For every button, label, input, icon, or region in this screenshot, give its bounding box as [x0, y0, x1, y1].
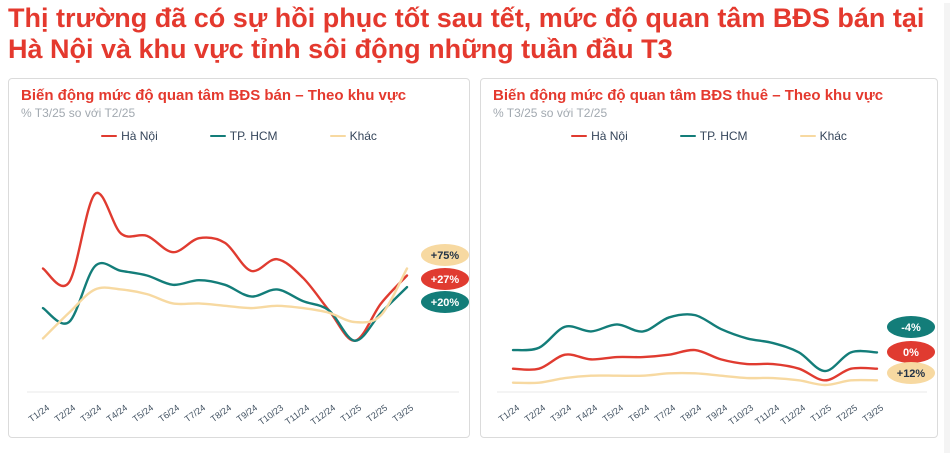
x-tick-label: T2/25: [365, 402, 389, 424]
value-badge-label: +20%: [431, 297, 460, 309]
x-tick-label: T6/24: [627, 402, 651, 424]
chart-card-ban: Biến động mức độ quan tâm BĐS bán – Theo…: [8, 77, 470, 438]
x-tick-label: T8/24: [679, 402, 703, 424]
x-tick-label: T11/24: [753, 402, 781, 426]
x-tick-label: T5/24: [601, 402, 625, 424]
legend-ban: Hà Nội TP. HCM Khác: [9, 129, 469, 143]
x-tick-label: T1/24: [27, 402, 51, 424]
line-series-h-n-i: [41, 191, 409, 342]
line-series-h-n-i: [511, 348, 879, 382]
x-tick-label: T5/24: [131, 402, 155, 424]
legend-label-hcm: TP. HCM: [699, 128, 748, 143]
line-series-tp-hcm: [41, 261, 409, 342]
value-badge-label: -4%: [901, 322, 921, 334]
page-title: Thị trường đã có sự hồi phục tốt sau tết…: [8, 3, 925, 64]
legend-swatch-hanoi: [101, 134, 118, 137]
legend-swatch-hcm: [679, 134, 696, 137]
x-tick-label: T3/24: [549, 402, 573, 424]
value-badge: +12%: [887, 361, 935, 384]
value-badge-label: 0%: [903, 347, 919, 359]
x-tick-label: T2/25: [835, 402, 859, 424]
x-tick-label: T2/24: [523, 402, 547, 424]
x-tick-label: T2/24: [53, 402, 77, 424]
x-tick-label: T4/24: [575, 402, 599, 424]
chart-subtitle-ban: % T3/25 so với T2/25: [21, 105, 136, 120]
x-tick-label: T6/24: [157, 402, 181, 424]
value-badge-label: +12%: [897, 368, 926, 380]
line-series-kh-c: [41, 266, 409, 340]
x-tick-label: T10/23: [727, 402, 756, 427]
x-tick-label: T3/25: [861, 402, 885, 424]
chart-title-ban: Biến động mức độ quan tâm BĐS bán – Theo…: [21, 86, 407, 104]
value-badge: +75%: [421, 243, 469, 266]
line-series-kh-c: [511, 371, 879, 386]
x-tick-label: T12/24: [779, 402, 808, 427]
line-series-tp-hcm: [511, 312, 879, 372]
page-edge-strip: [944, 3, 950, 453]
x-tick-label: T7/24: [653, 402, 677, 424]
legend-label-khac: Khác: [819, 128, 847, 143]
line-chart-thue: T1/24 T2/24 T3/24 T4/24 T5/24 T6/24 T7/24 T8/24…: [497, 312, 935, 427]
legend-item-hcm: TP. HCM: [679, 128, 748, 143]
legend-item-hanoi: Hà Nội: [101, 129, 158, 143]
value-badge-label: +27%: [431, 274, 460, 286]
x-tick-label: T9/24: [705, 402, 729, 424]
legend-thue: Hà Nội TP. HCM Khác: [481, 129, 937, 143]
legend-item-khac: Khác: [329, 128, 377, 143]
x-tick-label: T8/24: [209, 402, 233, 424]
chart-subtitle-thue: % T3/25 so với T2/25: [493, 105, 608, 120]
legend-label-khac: Khác: [349, 128, 377, 143]
value-badge: +27%: [421, 267, 469, 290]
legend-item-khac: Khác: [799, 128, 847, 143]
legend-label-hcm: TP. HCM: [229, 128, 278, 143]
value-badge-label: +75%: [431, 250, 460, 262]
chart-title-thue: Biến động mức độ quan tâm BĐS thuê – The…: [493, 86, 884, 104]
legend-swatch-khac: [329, 134, 346, 137]
legend-swatch-khac: [799, 134, 816, 137]
legend-label-hanoi: Hà Nội: [591, 128, 628, 143]
x-tick-label: T1/25: [809, 402, 833, 424]
legend-label-hanoi: Hà Nội: [121, 128, 158, 143]
chart-card-thue: Biến động mức độ quan tâm BĐS thuê – The…: [480, 77, 938, 438]
x-tick-label: T4/24: [105, 402, 129, 424]
page: Thị trường đã có sự hồi phục tốt sau tết…: [0, 3, 950, 453]
line-chart-ban: T1/24 T2/24 T3/24 T4/24 T5/24 T6/24 T7/24 T8/24…: [27, 191, 469, 427]
x-tick-label: T3/24: [79, 402, 103, 424]
x-tick-label: T11/24: [283, 402, 311, 426]
legend-swatch-hanoi: [571, 134, 588, 137]
x-tick-label: T9/24: [235, 402, 259, 424]
x-tick-label: T3/25: [391, 402, 415, 424]
x-tick-label: T1/25: [339, 402, 363, 424]
x-tick-label: T12/24: [309, 402, 338, 427]
value-badge: 0%: [887, 340, 935, 363]
legend-item-hanoi: Hà Nội: [571, 129, 628, 143]
legend-item-hcm: TP. HCM: [209, 128, 278, 143]
value-badge: +20%: [421, 290, 469, 313]
x-tick-label: T10/23: [257, 402, 286, 427]
x-tick-label: T7/24: [183, 402, 207, 424]
charts-container: Biến động mức độ quan tâm BĐS bán – Theo…: [8, 77, 950, 438]
legend-swatch-hcm: [209, 134, 226, 137]
x-tick-label: T1/24: [497, 402, 521, 424]
value-badge: -4%: [887, 315, 935, 338]
